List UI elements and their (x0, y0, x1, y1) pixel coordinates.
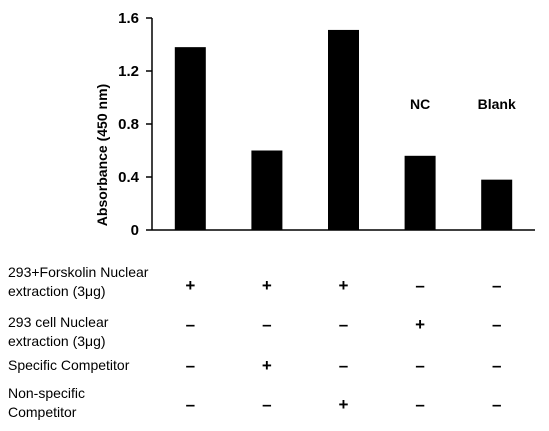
minus-mark: – (185, 356, 196, 375)
plus-mark: + (415, 315, 426, 334)
annotations: NC Blank (410, 96, 516, 112)
condition-label: Specific Competitor (8, 357, 130, 373)
bar-4 (404, 155, 436, 230)
condition-label: 293 cell Nuclear extraction (3μg) (8, 314, 109, 349)
y-tick-label: 1.2 (118, 63, 139, 80)
condition-label: 293+Forskolin Nuclear extraction (3μg) (8, 264, 149, 299)
minus-mark: – (338, 315, 349, 334)
bar-1 (174, 47, 206, 231)
minus-mark: – (185, 395, 196, 414)
y-tick-label: 0.8 (118, 116, 139, 133)
plus-mark: + (261, 356, 272, 375)
bar-2 (251, 150, 283, 230)
minus-mark: – (491, 356, 502, 375)
plus-mark: + (338, 395, 349, 414)
minus-mark: – (491, 276, 502, 295)
minus-mark: – (185, 315, 196, 334)
plus-mark: + (261, 276, 272, 295)
y-tick-label: 0.4 (118, 169, 140, 186)
plus-mark: + (185, 276, 196, 295)
bar-5 (481, 179, 513, 230)
y-ticks: 0 0.4 0.8 1.2 1.6 (118, 10, 152, 239)
minus-mark: – (415, 276, 425, 295)
minus-mark: – (262, 395, 272, 414)
y-tick-label: 1.6 (118, 10, 139, 27)
annotation-label: NC (410, 96, 430, 112)
minus-mark: – (262, 315, 272, 334)
minus-mark: – (338, 356, 349, 375)
condition-label: Non-specific Competitor (8, 385, 86, 420)
plus-mark: + (338, 276, 349, 295)
minus-mark: – (415, 395, 425, 414)
minus-mark: – (491, 315, 502, 334)
y-axis-title: Absorbance (450 nm) (94, 84, 110, 226)
bar-3 (328, 29, 359, 230)
bars (174, 29, 513, 231)
minus-mark: – (415, 356, 425, 375)
y-tick-label: 0 (131, 222, 139, 239)
annotation-label: Blank (478, 96, 516, 112)
minus-mark: – (491, 395, 502, 414)
